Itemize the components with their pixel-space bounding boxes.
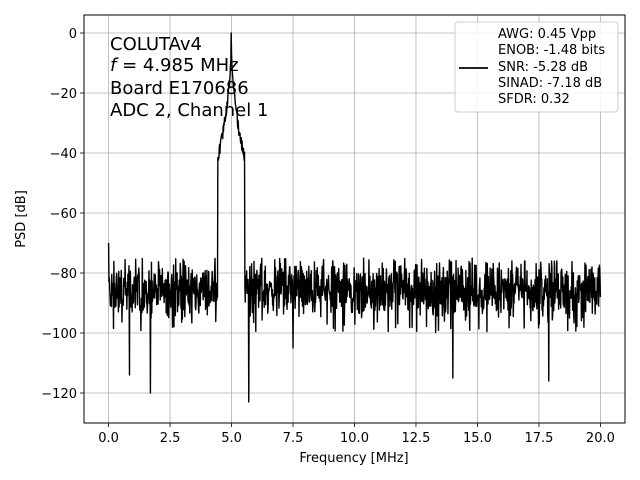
legend-entry-2: ENOB: -1.48 bits — [498, 43, 605, 58]
annotation-line-3: Board E170686 — [110, 78, 249, 99]
y-tick-label: −100 — [41, 327, 77, 342]
annotation-block: COLUTAv4 f = 4.985 MHz Board E170686 ADC… — [110, 34, 268, 121]
legend-entry-4: SINAD: -7.18 dB — [498, 76, 602, 91]
legend: AWG: 0.45 Vpp ENOB: -1.48 bits SNR: -5.2… — [454, 21, 619, 113]
x-tick-label: 0.0 — [98, 431, 119, 446]
annotation-line-1: COLUTAv4 — [110, 34, 202, 55]
x-tick-label: 10.0 — [340, 431, 369, 446]
x-tick-label: 12.5 — [402, 431, 431, 446]
y-tick-label: −40 — [50, 147, 77, 162]
x-tick-label: 2.5 — [160, 431, 181, 446]
y-tick-label: 0 — [69, 27, 77, 42]
legend-entry-3: SNR: -5.28 dB — [498, 60, 588, 75]
y-tick-label: −120 — [41, 387, 77, 402]
x-tick-label: 5.0 — [221, 431, 242, 446]
legend-entry-5: SFDR: 0.32 — [498, 92, 570, 107]
legend-entry-1: AWG: 0.45 Vpp — [498, 27, 596, 42]
y-axis-title: PSD [dB] — [14, 190, 29, 248]
y-tick-label: −80 — [50, 267, 77, 282]
psd-series-line — [107, 32, 602, 403]
y-tick-label: −20 — [50, 87, 77, 102]
legend-box — [454, 21, 619, 113]
annotation-line-4: ADC 2, Channel 1 — [110, 100, 268, 121]
x-axis-title: Frequency [MHz] — [299, 451, 408, 466]
x-tick-label: 7.5 — [283, 431, 304, 446]
annotation-line-2: f = 4.985 MHz — [110, 55, 239, 76]
ticks: 0.0 2.5 5.0 7.5 10.0 12.5 15.0 17.5 20.0 0 −20 −40 −… — [41, 27, 615, 446]
series-layer — [107, 32, 602, 403]
x-tick-label: 15.0 — [463, 431, 492, 446]
y-tick-label: −60 — [50, 207, 77, 222]
x-tick-label: 20.0 — [586, 431, 615, 446]
x-tick-label: 17.5 — [524, 431, 553, 446]
